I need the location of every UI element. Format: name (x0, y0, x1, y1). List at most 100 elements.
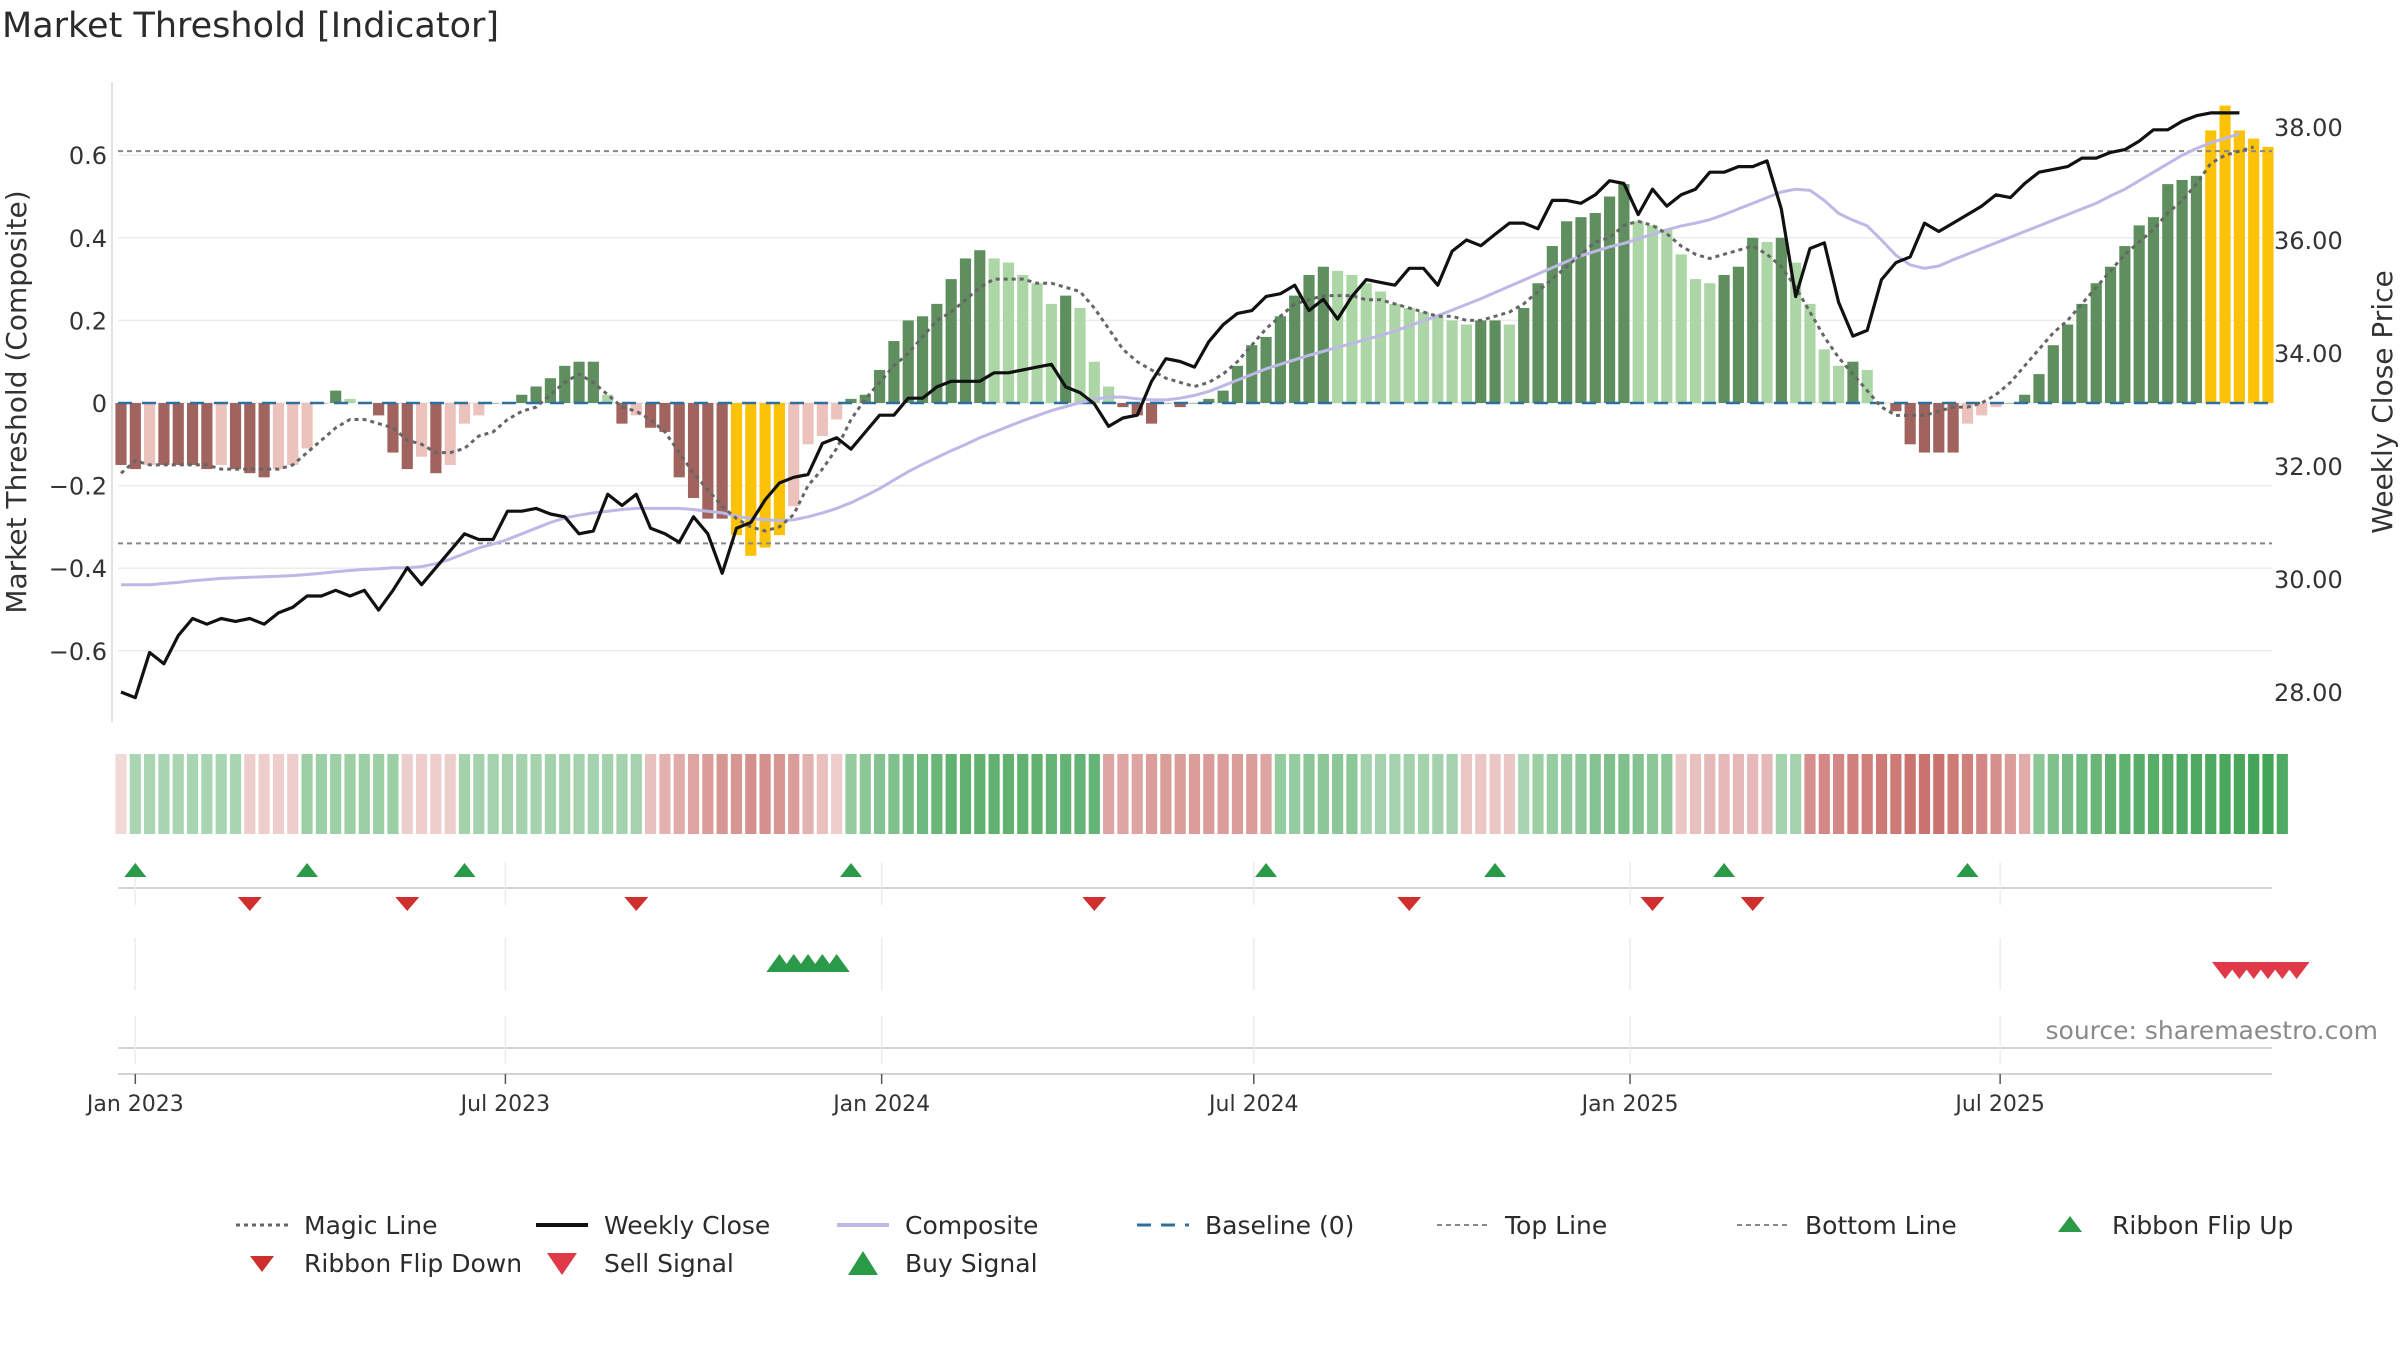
ribbon-cell (315, 754, 327, 834)
composite-bar (1503, 324, 1515, 403)
composite-bar (1002, 262, 1015, 403)
ribbon-cell (988, 754, 1000, 834)
ribbon-cell (1632, 754, 1644, 834)
ribbon-cell (888, 754, 900, 834)
composite-bar (1532, 283, 1544, 403)
composite-bar (888, 341, 900, 403)
ribbon-cell (516, 754, 528, 834)
ribbon-flip-up-marker (1956, 863, 1979, 877)
composite-bar (1374, 291, 1387, 403)
ribbon-cell (358, 754, 370, 834)
left-tick-label: −0.4 (49, 555, 107, 583)
composite-bar (945, 279, 957, 403)
ribbon-cell (1246, 754, 1258, 834)
composite-bar (2248, 138, 2260, 403)
composite-bar (845, 398, 857, 403)
ribbon-cell (587, 754, 599, 834)
ribbon-cell (129, 754, 141, 834)
ribbon-cell (1747, 754, 1759, 834)
ribbon-cell (1475, 754, 1487, 834)
composite-bar (1174, 403, 1186, 408)
source-note: source: sharemaestro.com (2046, 1016, 2379, 1045)
ribbon-flip-up-marker (839, 863, 862, 877)
ribbon-cell (745, 754, 757, 834)
ribbon-flip-up-marker (124, 863, 147, 877)
ribbon-cell (730, 754, 743, 834)
composite-bar (1031, 283, 1043, 403)
composite-bar (1332, 270, 1344, 403)
ribbon-cell (115, 754, 127, 834)
ribbon-cell (2176, 754, 2188, 834)
composite-bar (1074, 308, 1086, 403)
ribbon-flip-up-marker (1484, 863, 1507, 877)
ribbon-cell (859, 754, 871, 834)
ribbon-cell (1060, 754, 1072, 834)
composite-bar (2062, 324, 2074, 403)
ribbon-cell (1618, 754, 1630, 834)
composite-bar (1961, 403, 1974, 424)
ribbon-cell (1332, 754, 1344, 834)
ribbon-cell (1589, 754, 1601, 834)
ribbon-cell (1704, 754, 1716, 834)
composite-bar (1160, 403, 1172, 404)
ribbon-cell (1389, 754, 1401, 834)
ribbon-cell (602, 754, 614, 834)
right-axis-label: Weekly Close Price (2366, 270, 2399, 533)
right-tick-label: 30.00 (2274, 566, 2343, 594)
ribbon-cell (1833, 754, 1845, 834)
ribbon-cell (1360, 754, 1372, 834)
ribbon-cell (1432, 754, 1444, 834)
ribbon-cell (1145, 754, 1158, 834)
composite-bar (831, 403, 843, 420)
composite-bar (902, 320, 914, 403)
composite-bar (1389, 303, 1401, 403)
composite-bar (874, 369, 886, 403)
composite-bar (344, 398, 356, 403)
composite-bar (2262, 146, 2274, 403)
composite-bar (1460, 324, 1473, 403)
ribbon-cell (759, 754, 771, 834)
composite-bar (1417, 312, 1430, 403)
ribbon-cell (1732, 754, 1744, 834)
composite-bar (730, 403, 743, 536)
ribbon-cell (1017, 754, 1029, 834)
composite-bar (1890, 403, 1902, 412)
composite-bar (1732, 266, 1744, 403)
composite-bar (1790, 262, 1802, 403)
composite-bar (559, 365, 571, 403)
composite-bar (1117, 403, 1129, 408)
ribbon-cell (1346, 754, 1358, 834)
ribbon-cell (616, 754, 628, 834)
composite-bar (788, 403, 800, 507)
ribbon-cell (1933, 754, 1945, 834)
composite-bar (1546, 246, 1558, 403)
composite-bar (2176, 179, 2188, 403)
reference-lines (118, 150, 2272, 545)
ribbon-cell (1174, 754, 1186, 834)
ribbon-cell (2190, 754, 2203, 834)
composite-bar (1217, 390, 1229, 403)
composite-bar (530, 386, 542, 403)
composite-bar (1646, 225, 1659, 403)
composite-bar (2119, 246, 2131, 403)
ribbon-cell (1790, 754, 1802, 834)
composite-bar (602, 394, 614, 403)
composite-bar (115, 403, 127, 465)
ribbon-cell (2090, 754, 2102, 834)
axes: 0.6 0.4 0.2 0 −0.2 −0.4 −0.6 28.00 30.00 32.00 34.… (49, 82, 2343, 1117)
ribbon-cell (845, 754, 857, 834)
composite-bar (2004, 403, 2016, 404)
ribbon-cell (2147, 754, 2160, 834)
ribbon-flip-up-marker (1255, 863, 1278, 877)
composite-bar (2162, 184, 2174, 403)
ribbon-cell (1203, 754, 1215, 834)
ribbon-cell (2033, 754, 2045, 834)
composite-bar (1775, 237, 1787, 403)
composite-bar (1747, 237, 1759, 403)
ribbon-cell (874, 754, 886, 834)
composite-bar (301, 403, 313, 449)
ribbon-cell (415, 754, 428, 834)
ribbon-flip-up-marker (1713, 863, 1736, 877)
ribbon-cell (186, 754, 199, 834)
